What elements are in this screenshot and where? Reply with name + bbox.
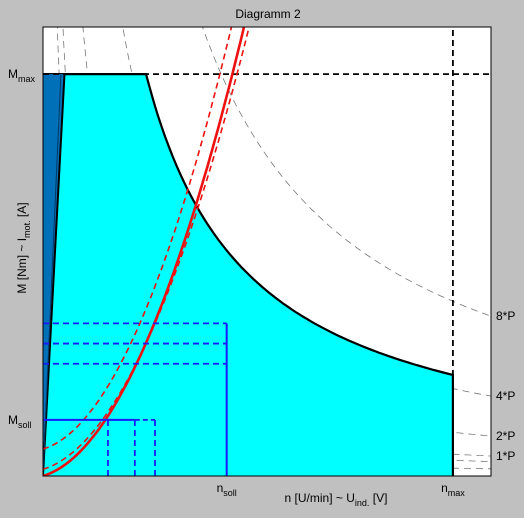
y-tick-label-1: Msoll (8, 413, 32, 430)
plot-frame (42, 26, 492, 477)
y-tick-label-main-0: M (8, 67, 18, 81)
x-tick-label-sub-0: soll (223, 488, 237, 498)
power-curve-label-3: 1*P (496, 449, 515, 463)
load-curve (43, 27, 246, 476)
wedge-inner-edge (43, 74, 62, 476)
chart-title: Diagramm 2 (235, 7, 301, 21)
x-axis-label-tail: [V] (369, 491, 387, 505)
power-curve-label-2: 2*P (496, 429, 515, 443)
x-axis-label-main: n [U/min] ~ U (285, 491, 355, 505)
wedge-edge (43, 74, 66, 476)
y-tick-label-0: Mmax (8, 67, 36, 84)
x-axis-label-sub: ind. (355, 498, 370, 508)
x-tick-label-sub-1: max (448, 488, 466, 498)
x-axis-label: n [U/min] ~ Uind. [V] (285, 491, 388, 508)
y-axis-label: M [Nm] ~ Imot. [A] (15, 202, 32, 293)
envelope-outline (43, 72, 454, 476)
y-axis-label-main: M [Nm] ~ I (15, 238, 29, 294)
x-tick-label-main-1: n (441, 481, 448, 495)
x-tick-label-main-0: n (217, 481, 224, 495)
y-axis-label-tail: [A] (15, 202, 29, 220)
y-tick-label-main-1: M (8, 413, 18, 427)
power-curve-label-0: 8*P (496, 309, 515, 323)
y-axis-label-sub: mot. (22, 220, 32, 238)
y-tick-label-sub-0: max (18, 74, 36, 84)
y-tick-label-sub-1: soll (18, 420, 32, 430)
x-tick-label-0: nsoll (217, 481, 237, 498)
load-band-upper (43, 27, 233, 450)
power-curve-label-1: 4*P (496, 389, 515, 403)
x-tick-label-1: nmax (441, 481, 465, 498)
